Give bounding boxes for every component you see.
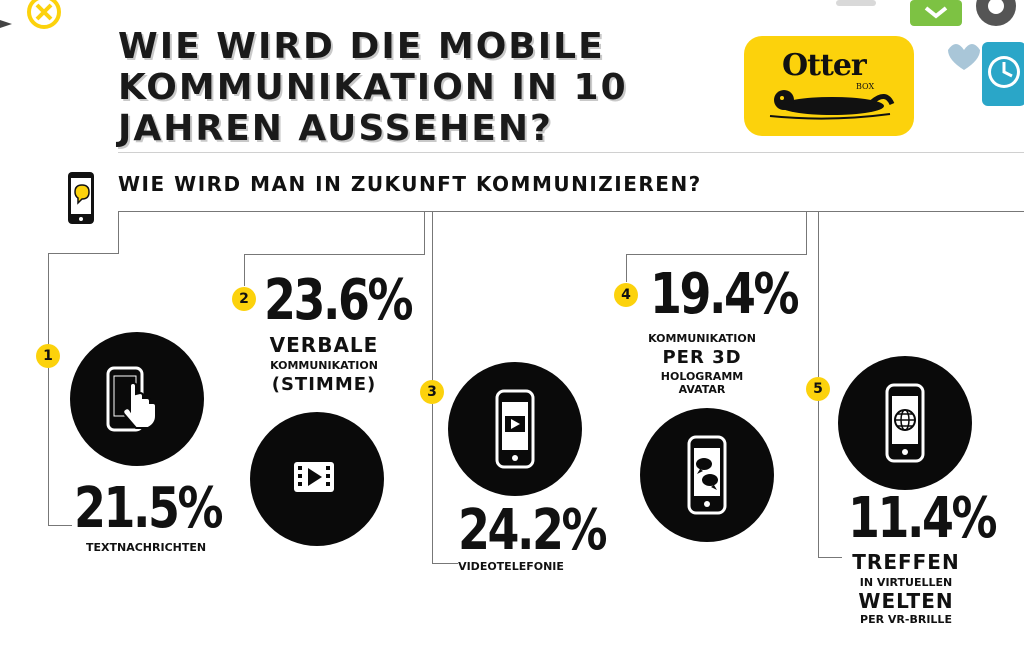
connector-line — [118, 211, 1024, 212]
data-label-4: 19.4% — [650, 262, 799, 327]
rank-badge-2: 2 — [232, 287, 256, 311]
connector-line — [806, 211, 807, 255]
connector-line — [432, 563, 458, 564]
connector-line — [432, 404, 433, 564]
connector-line — [626, 254, 807, 255]
connector-line — [48, 525, 72, 526]
chat-phone-icon — [66, 170, 96, 230]
category-label-3: VIDEOTELEFONIE — [458, 560, 564, 573]
category-label-5-line-3: WELTEN — [858, 589, 954, 613]
category-label-2-line-1: VERBALE — [269, 333, 379, 357]
title-line-3: JAHREN AUSSEHEN? — [118, 108, 553, 149]
data-label-2: 23.6% — [264, 268, 413, 333]
category-label-5-line-1: TREFFEN — [852, 550, 960, 574]
icon-circle-2 — [250, 412, 384, 546]
connector-line — [818, 400, 819, 558]
data-label-5: 11.4% — [848, 486, 997, 551]
chat-phone-icon — [687, 435, 727, 515]
otterbox-logo: Otter BOX — [744, 36, 914, 136]
corner-icons — [836, 0, 1024, 116]
category-label-2-line-3: (STIMME) — [271, 374, 377, 395]
connector-line — [818, 211, 819, 377]
subtitle: WIE WIRD MAN IN ZUKUNFT KOMMUNIZIEREN? — [118, 172, 702, 196]
icon-circle-5 — [838, 356, 972, 490]
rank-badge-3: 3 — [420, 380, 444, 404]
connector-line — [424, 211, 425, 255]
connector-line — [818, 557, 842, 558]
icon-circle-4 — [640, 408, 774, 542]
connector-line — [244, 254, 425, 255]
otter-icon — [769, 90, 895, 120]
connector-line — [244, 254, 245, 286]
logo-sub: BOX — [856, 82, 875, 91]
star-icon — [0, 14, 16, 38]
title-line-1: WIE WIRD DIE MOBILE — [118, 26, 605, 67]
connector-line — [48, 253, 119, 254]
rank-badge-1: 1 — [36, 344, 60, 368]
icon-circle-1 — [70, 332, 204, 466]
touch-phone-icon — [106, 366, 157, 432]
category-label-4-line-4: AVATAR — [678, 383, 726, 396]
category-label-5: TREFFEN IN VIRTUELLEN WELTEN PER VR-BRIL… — [848, 550, 964, 626]
connector-line — [626, 254, 627, 282]
category-label-2: VERBALE KOMMUNIKATION (STIMME) — [262, 333, 386, 395]
category-label-4-line-3: HOLOGRAMM — [660, 370, 744, 383]
category-label-2-line-2: KOMMUNIKATION — [270, 359, 378, 372]
data-label-3: 24.2% — [458, 498, 607, 563]
connector-line — [118, 211, 119, 253]
video-phone-icon — [495, 389, 535, 469]
connector-line — [48, 368, 49, 526]
connector-line — [432, 211, 433, 381]
header-divider — [118, 152, 1024, 153]
category-label-5-line-4: PER VR-BRILLE — [860, 613, 952, 626]
connector-line — [48, 253, 49, 346]
title-line-2: KOMMUNIKATION IN 10 — [118, 67, 628, 108]
logo-wordmark: Otter — [782, 48, 867, 83]
icon-circle-3 — [448, 362, 582, 496]
x-badge-icon — [26, 0, 66, 44]
video-icon — [294, 462, 334, 492]
category-label-5-line-2: IN VIRTUELLEN — [859, 576, 953, 589]
page-title: WIE WIRD DIE MOBILE KOMMUNIKATION IN 10 … — [118, 26, 628, 149]
rank-badge-5: 5 — [806, 377, 830, 401]
category-label-4: KOMMUNIKATION PER 3D HOLOGRAMM AVATAR — [646, 332, 758, 396]
category-label-4-line-1: KOMMUNIKATION — [648, 332, 756, 345]
category-label-1: TEXTNACHRICHTEN — [86, 541, 207, 554]
category-label-4-line-2: PER 3D — [662, 347, 742, 368]
rank-badge-4: 4 — [614, 283, 638, 307]
globe-phone-icon — [885, 383, 925, 463]
data-label-1: 21.5% — [74, 476, 223, 541]
